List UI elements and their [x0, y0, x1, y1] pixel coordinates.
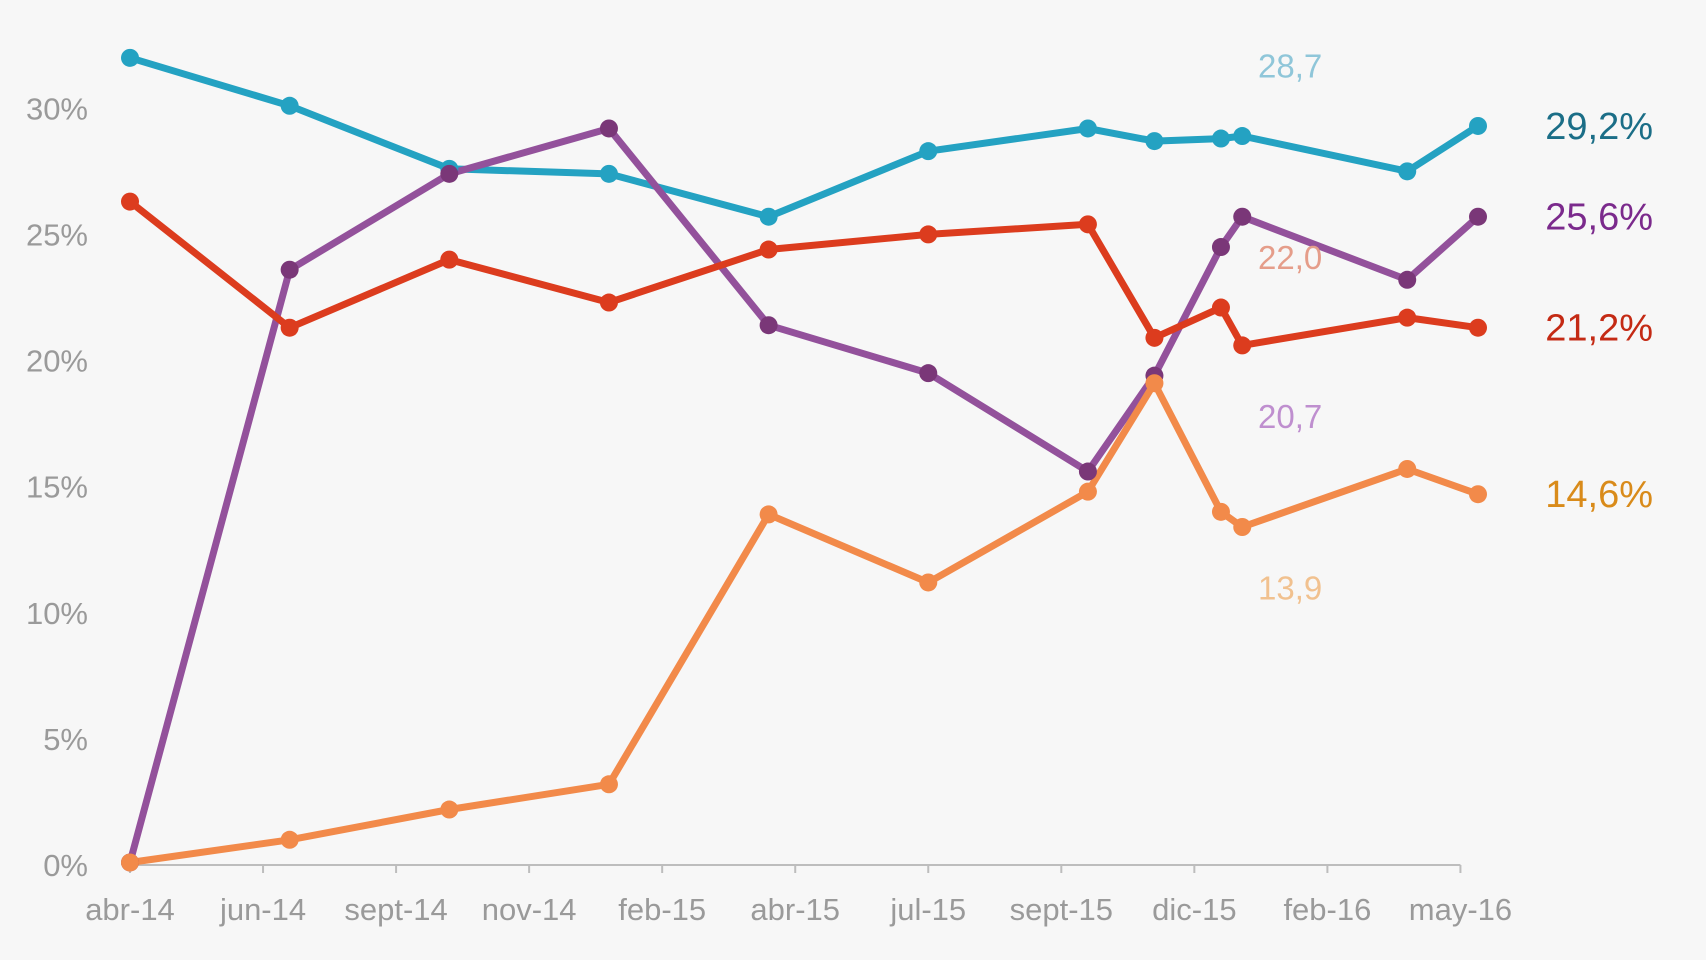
y-tick-label: 15%	[26, 470, 88, 505]
series-purple-point	[599, 119, 618, 138]
series-blue-point	[1398, 162, 1417, 181]
series-blue-point	[599, 164, 618, 183]
series-red-point	[1398, 308, 1417, 327]
series-orange-point	[1078, 482, 1097, 501]
series-blue-point	[1211, 129, 1230, 148]
x-tick-label: jun-14	[219, 892, 306, 927]
annotation-label: 20,7	[1258, 398, 1322, 435]
series-purple-point	[759, 316, 778, 335]
series-blue-point	[280, 96, 299, 115]
series-orange-line	[126, 379, 1482, 866]
series-orange-point	[121, 853, 139, 872]
series-purple-point	[919, 364, 938, 383]
series-orange-point	[1469, 485, 1487, 504]
x-tick-label: abr-15	[750, 892, 840, 927]
series-orange-point	[1145, 374, 1164, 393]
y-tick-label: 30%	[26, 91, 88, 126]
series-red-point	[759, 240, 778, 259]
series-red-point	[1469, 318, 1487, 337]
series-markers	[121, 48, 1487, 872]
series-orange-point	[440, 800, 459, 819]
series-orange-point	[1233, 518, 1252, 536]
series-purple-point	[440, 164, 459, 183]
x-tick-label: sept-15	[1010, 892, 1113, 927]
annotations: 28,7 22,0 20,7 13,9	[1258, 47, 1322, 606]
series-red-point	[280, 318, 299, 337]
series-red-point	[1145, 328, 1164, 347]
y-tick-label: 0%	[43, 848, 88, 883]
x-axis-ticks: abr-14 jun-14 sept-14 nov-14 feb-15 abr-15 jul…	[85, 865, 1512, 927]
series-purple-line	[126, 125, 1482, 866]
series-blue-point	[1469, 116, 1487, 135]
series-blue-end-label: 29,2%	[1545, 106, 1653, 148]
series-blue-point	[121, 48, 139, 67]
series-purple-point	[1211, 238, 1230, 257]
series-purple-point	[1398, 270, 1417, 289]
series-red-line	[126, 198, 1482, 349]
x-tick-label: may-16	[1409, 892, 1512, 927]
x-tick-label: dic-15	[1152, 892, 1236, 927]
series-red-point	[919, 225, 938, 244]
end-labels: 29,2% 25,6% 21,2% 14,6%	[1545, 106, 1653, 516]
y-tick-label: 5%	[43, 722, 88, 757]
x-tick-label: nov-14	[482, 892, 577, 927]
series-orange-point	[1398, 459, 1417, 478]
series-orange-point	[1211, 502, 1230, 521]
series-orange-point	[280, 830, 299, 849]
y-axis-ticks: 0% 5% 10% 15% 20% 25% 30%	[26, 91, 88, 883]
x-tick-label: abr-14	[85, 892, 175, 927]
x-tick-label: feb-15	[618, 892, 706, 927]
series-blue-point	[759, 207, 778, 226]
y-tick-label: 25%	[26, 217, 88, 252]
series-orange-point	[759, 505, 778, 524]
series-purple-end-label: 25,6%	[1545, 197, 1653, 239]
series-blue-point	[1145, 132, 1164, 151]
series-blue-point	[1233, 127, 1252, 146]
x-tick-label: feb-16	[1283, 892, 1371, 927]
series-red-point	[1078, 215, 1097, 234]
series-purple-point	[280, 260, 299, 279]
y-tick-label: 20%	[26, 344, 88, 379]
series-blue-point	[1078, 119, 1097, 138]
series-blue-point	[919, 142, 938, 161]
series-orange-end-label: 14,6%	[1545, 474, 1653, 516]
series-lines	[126, 54, 1482, 866]
series-orange-point	[599, 775, 618, 794]
series-red-end-label: 21,2%	[1545, 308, 1653, 350]
series-red-point	[121, 192, 139, 211]
series-purple-point	[1233, 207, 1252, 226]
x-tick-label: jul-15	[889, 892, 966, 927]
annotation-label: 13,9	[1258, 570, 1322, 607]
series-purple-point	[1469, 207, 1487, 226]
series-red-point	[1211, 298, 1230, 317]
series-blue-line	[126, 54, 1482, 221]
annotation-label: 28,7	[1258, 47, 1322, 84]
annotation-label: 22,0	[1258, 239, 1322, 276]
x-tick-label: sept-14	[344, 892, 447, 927]
series-purple-point	[1078, 462, 1097, 481]
series-red-point	[599, 293, 618, 312]
y-tick-label: 10%	[26, 596, 88, 631]
series-red-point	[1233, 336, 1252, 355]
series-orange-point	[919, 573, 938, 592]
series-red-point	[440, 250, 459, 269]
